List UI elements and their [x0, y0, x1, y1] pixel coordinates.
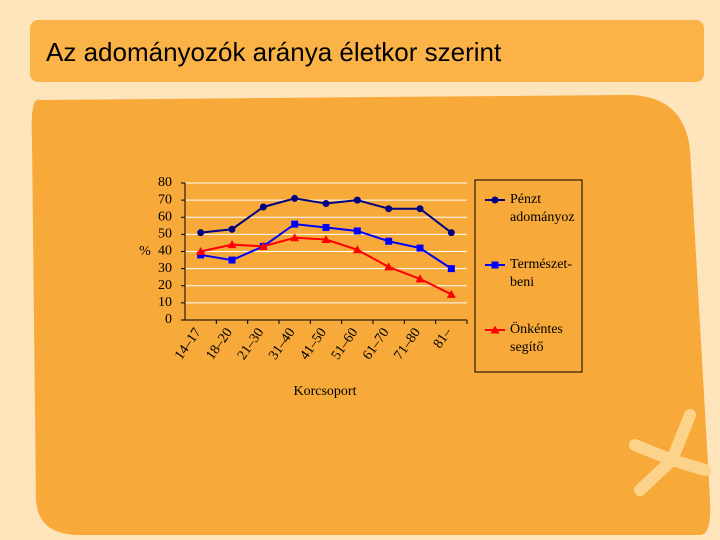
legend-label: Természet-beni — [510, 257, 572, 290]
slide-title: Az adományozók aránya életkor szerint — [46, 37, 502, 67]
y-tick-label: 0 — [165, 312, 172, 327]
marker — [446, 289, 456, 298]
marker — [352, 245, 362, 254]
marker — [491, 261, 499, 269]
decoration — [629, 409, 711, 496]
marker — [491, 196, 499, 204]
legend-label: Önkéntes segítő — [510, 320, 563, 355]
marker — [353, 227, 361, 235]
marker — [227, 240, 237, 249]
y-axis-label: % — [139, 244, 151, 259]
legend-label: Pénzt adományoz — [510, 192, 575, 225]
marker — [259, 203, 267, 211]
marker — [385, 237, 393, 245]
marker — [416, 244, 424, 252]
marker — [228, 225, 236, 233]
y-tick-label: 50 — [158, 227, 172, 242]
marker — [447, 265, 455, 273]
x-axis-label: Korcsoport — [294, 384, 357, 399]
marker — [322, 200, 330, 208]
marker — [322, 224, 330, 232]
marker — [290, 233, 300, 242]
marker — [291, 220, 299, 228]
y-tick-label: 70 — [158, 192, 172, 207]
marker — [197, 229, 205, 237]
marker — [291, 194, 299, 202]
marker — [228, 256, 236, 264]
marker — [447, 229, 455, 237]
y-tick-label: 20 — [158, 278, 172, 293]
marker — [416, 205, 424, 213]
title-box — [30, 20, 704, 82]
marker — [258, 241, 268, 250]
marker — [415, 274, 425, 283]
y-tick-label: 60 — [158, 209, 172, 224]
marker — [384, 262, 394, 271]
background-blob — [31, 94, 711, 535]
y-tick-label: 80 — [158, 175, 172, 190]
marker — [385, 205, 393, 213]
marker — [321, 235, 331, 244]
marker — [353, 196, 361, 204]
marker — [196, 247, 206, 255]
y-tick-label: 10 — [158, 295, 172, 310]
y-tick-label: 30 — [158, 261, 172, 276]
marker — [490, 325, 500, 334]
y-tick-label: 40 — [158, 244, 172, 259]
legend-box — [474, 179, 583, 373]
